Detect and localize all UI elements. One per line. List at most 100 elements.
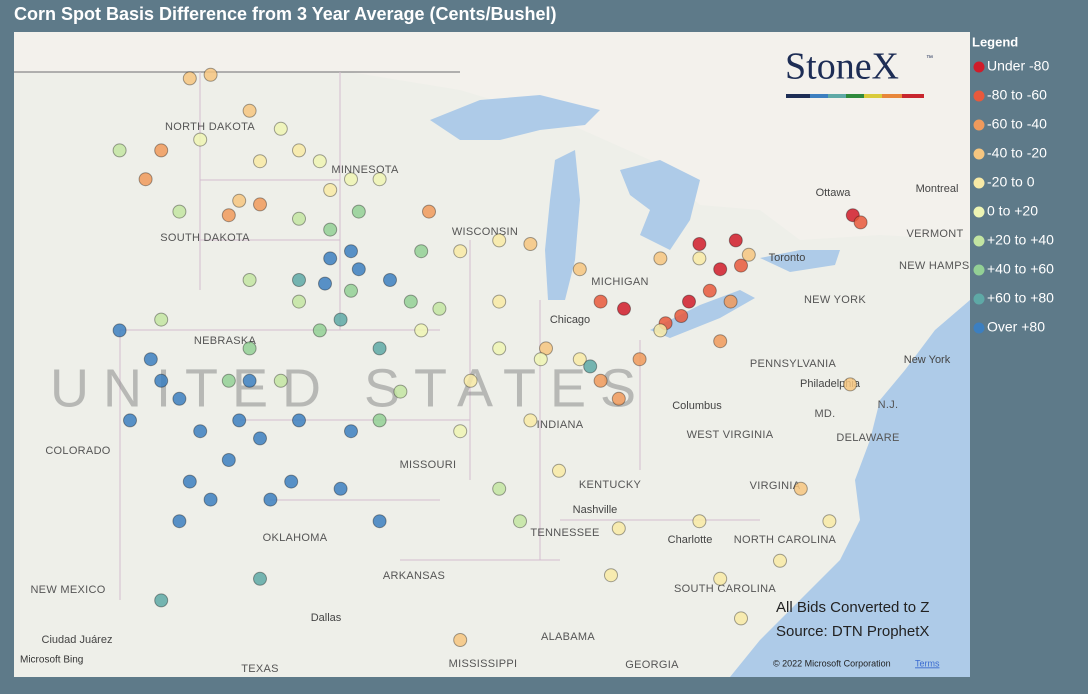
basis-point [453, 244, 468, 259]
state-label: NORTH CAROLINA [734, 534, 837, 546]
basis-point [344, 283, 358, 298]
basis-point [432, 301, 447, 316]
city-label: New York [904, 354, 951, 366]
basis-point [604, 568, 618, 583]
basis-point [333, 312, 348, 327]
legend-swatch [973, 235, 985, 247]
logo-bar [786, 94, 924, 98]
basis-point [242, 273, 257, 287]
legend-label: -60 to -40 [987, 116, 1047, 132]
state-label: TEXAS [241, 663, 279, 675]
city-label: Ottawa [816, 187, 852, 199]
basis-point [232, 413, 247, 428]
state-label: MISSOURI [400, 459, 457, 471]
basis-point [154, 373, 169, 388]
state-label: WISCONSIN [452, 226, 518, 238]
basemap: NORTH DAKOTA MINNESOTA SOUTH DAKOTA WISCONS… [14, 32, 970, 677]
basis-point [552, 463, 566, 478]
basis-point [372, 341, 387, 356]
state-label: KENTUCKY [579, 479, 642, 491]
country-label: UNITED STATES [50, 358, 650, 418]
legend: Under -80 -80 to -60 -60 to -40 -40 to -20 -… [973, 58, 1054, 335]
basis-point [112, 143, 127, 158]
basis-point [492, 341, 507, 356]
basis-point [414, 323, 429, 338]
basis-point [453, 424, 468, 439]
basis-point [723, 294, 738, 309]
city-label: Charlotte [668, 534, 713, 546]
legend-swatch [973, 206, 985, 218]
basis-point [492, 481, 507, 496]
legend-label: 0 to +20 [987, 203, 1038, 219]
note: All Bids Converted to Z [776, 599, 929, 616]
basis-point [344, 244, 358, 259]
basis-point [692, 237, 707, 251]
basis-point [617, 301, 631, 316]
city-label: Toronto [769, 252, 806, 264]
terms-link[interactable]: Terms [915, 658, 940, 668]
basis-point [242, 103, 257, 118]
basis-point [292, 413, 306, 428]
note: Source: DTN ProphetX [776, 623, 929, 640]
basis-point [273, 373, 288, 388]
state-label: MINNESOTA [331, 164, 399, 176]
state-label: NEW MEXICO [30, 584, 105, 596]
basis-point [611, 391, 626, 406]
basis-point [323, 183, 338, 197]
state-label: VERMONT [906, 228, 963, 240]
state-label: MD. [814, 408, 835, 420]
basis-point [323, 251, 338, 266]
basis-point [674, 309, 689, 323]
basis-point [533, 352, 548, 367]
legend-swatch [973, 264, 985, 276]
basis-point [182, 71, 197, 86]
basis-point [193, 424, 208, 439]
legend-label: Under -80 [987, 58, 1049, 74]
basis-point [154, 593, 169, 608]
basis-point [492, 233, 507, 248]
basis-point [253, 197, 267, 212]
basis-point [193, 132, 208, 147]
basis-point [682, 294, 696, 309]
basis-point [734, 258, 748, 273]
state-label: N.J. [878, 399, 899, 411]
basis-point [323, 222, 338, 237]
legend-label: +40 to +60 [987, 261, 1054, 277]
state-label: ALABAMA [541, 631, 595, 643]
basis-point [822, 514, 837, 529]
legend-swatch [973, 293, 985, 305]
basis-point [172, 391, 187, 406]
basis-point [853, 215, 868, 230]
legend-label: +20 to +40 [987, 232, 1054, 248]
basis-point [182, 474, 197, 489]
basis-point [632, 352, 647, 367]
basis-point [513, 514, 527, 529]
basis-point [414, 244, 429, 259]
state-label: NORTH DAKOTA [165, 121, 255, 133]
basis-point [572, 262, 587, 277]
state-label: MISSISSIPPI [449, 658, 518, 670]
basis-point [692, 251, 707, 266]
legend-label: Over +80 [987, 319, 1045, 335]
basis-point [653, 323, 668, 338]
basis-point [734, 611, 748, 626]
legend-title: Legend [972, 34, 1018, 49]
place-labels: NORTH DAKOTA MINNESOTA SOUTH DAKOTA WISCONS… [30, 121, 970, 675]
basis-point [692, 514, 707, 529]
basis-point [312, 323, 327, 338]
basis-point [492, 294, 507, 309]
basis-point [242, 373, 257, 388]
city-label: Chicago [550, 314, 590, 326]
basis-point [393, 384, 408, 399]
state-label: MICHIGAN [591, 276, 648, 288]
basis-point [713, 262, 728, 277]
basis-point [292, 294, 306, 309]
legend-label: +60 to +80 [987, 290, 1054, 306]
state-label: SOUTH DAKOTA [160, 232, 250, 244]
logo: StoneX [785, 46, 899, 88]
state-label: INDIANA [537, 419, 584, 431]
city-label: Nashville [573, 504, 618, 516]
points [112, 67, 868, 647]
basis-point [383, 273, 397, 287]
